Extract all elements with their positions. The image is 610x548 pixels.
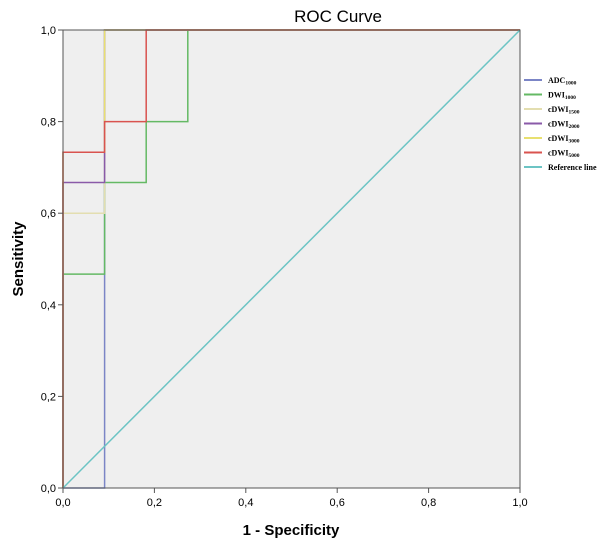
series-line-reference-line — [62, 29, 521, 489]
legend-label: Reference line — [548, 163, 597, 172]
series-line-dwi1000 — [62, 29, 520, 488]
x-tick-label: 0,4 — [238, 497, 253, 509]
legend: ADC1000 DWI1000 cDWI1500 cDWI2000 cDWI3000 cD… — [524, 76, 597, 172]
x-axis-title: 1 - Specificity — [243, 522, 340, 539]
chart-title: ROC Curve — [294, 7, 382, 26]
y-tick-label: 0,8 — [41, 117, 56, 129]
y-axis-title: Sensitivity — [10, 221, 27, 297]
y-tick-label: 0,0 — [41, 483, 56, 495]
legend-label: cDWI3000 — [548, 134, 580, 145]
legend-label: ADC1000 — [548, 76, 577, 87]
x-tick-label: 0,6 — [330, 497, 345, 509]
x-tick-label: 1,0 — [512, 497, 527, 509]
y-tick-label: 0,4 — [41, 300, 56, 312]
y-axis-ticks: 0,0 0,2 0,4 0,6 0,8 1,0 — [41, 25, 63, 495]
x-tick-label: 0,8 — [421, 497, 436, 509]
legend-label: cDWI5000 — [548, 149, 580, 160]
x-axis-ticks: 0,0 0,2 0,4 0,6 0,8 1,0 — [55, 488, 528, 509]
legend-label: cDWI1500 — [548, 105, 580, 116]
legend-label: DWI1000 — [548, 91, 576, 102]
y-tick-label: 0,2 — [41, 391, 56, 403]
y-tick-label: 1,0 — [41, 25, 56, 37]
y-tick-label: 0,6 — [41, 208, 56, 220]
legend-label: cDWI2000 — [548, 120, 580, 131]
plot-frame — [62, 29, 521, 489]
x-tick-label: 0,2 — [147, 497, 162, 509]
x-tick-label: 0,0 — [55, 497, 70, 509]
